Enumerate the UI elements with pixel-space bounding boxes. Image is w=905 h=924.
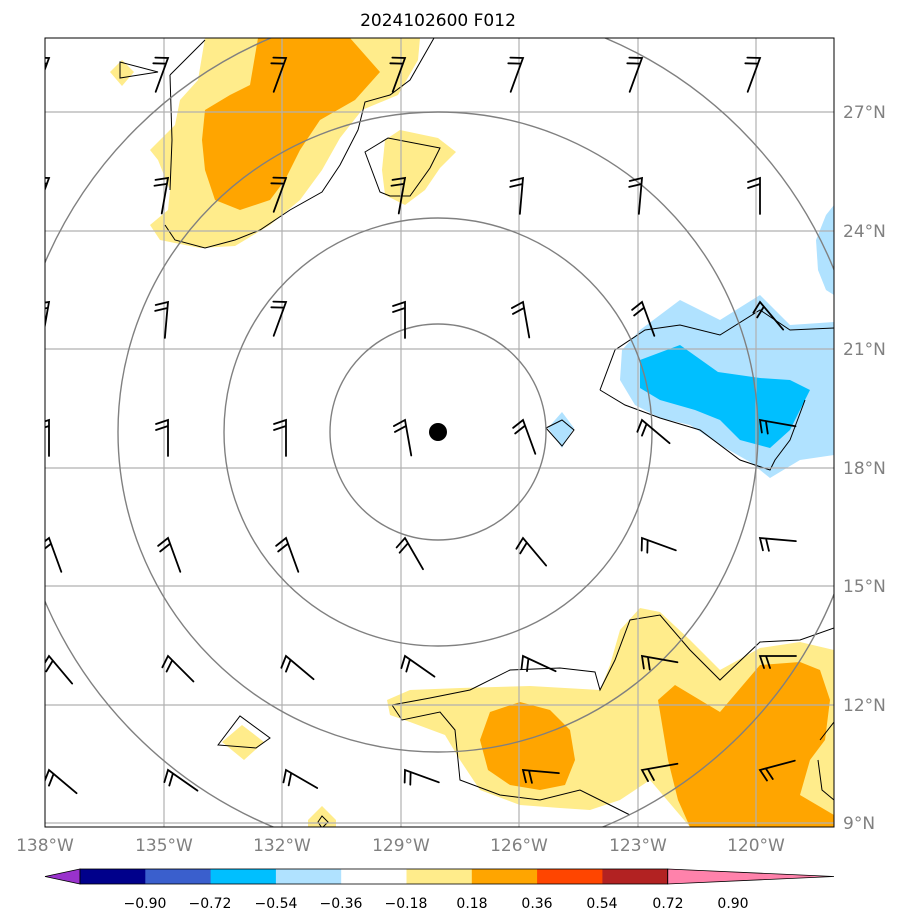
wind-barb [282, 768, 319, 789]
colorbar-tick-label: 0.18 [456, 896, 487, 912]
wind-barb [752, 300, 785, 331]
wind-barb [758, 536, 797, 552]
wind-barb [154, 300, 170, 339]
wind-barb [161, 654, 195, 683]
wind-barb [45, 654, 74, 685]
wind-barb [521, 768, 560, 784]
colorbar-segment [275, 869, 342, 884]
wind-barb [45, 418, 50, 457]
field-contours [119, 38, 834, 827]
colorbar-segment [210, 869, 277, 884]
wind-barb [628, 176, 644, 215]
wind-barb [45, 536, 63, 573]
colorbar-tick-label: −0.90 [124, 896, 167, 912]
wind-barb [631, 300, 656, 337]
map-panel [45, 38, 834, 827]
range-rings [45, 38, 834, 827]
wind-barb [636, 418, 671, 445]
colorbar-segment [602, 869, 669, 884]
colorbar-tick-label: 0.90 [717, 896, 748, 912]
lon-label: 129°W [372, 836, 430, 856]
colorbar-tick-label: −0.36 [320, 896, 363, 912]
lon-label: 120°W [727, 836, 785, 856]
colorbar [44, 868, 835, 885]
wind-barb [747, 176, 761, 215]
wind-barb [157, 536, 182, 573]
wind-barb [392, 300, 406, 339]
wind-barb [152, 56, 170, 93]
wind-barb [512, 418, 537, 455]
shaded-field [110, 38, 834, 827]
wind-barb [270, 300, 288, 337]
lon-label: 126°W [490, 836, 548, 856]
wind-barb [626, 56, 644, 93]
lat-label: 12°N [843, 696, 886, 716]
lat-label: 21°N [843, 340, 886, 360]
lat-label: 15°N [843, 577, 886, 597]
wind-barb [744, 56, 762, 93]
colorbar-extend-high [667, 868, 835, 885]
lat-label: 9°N [843, 814, 875, 834]
colorbar-segment [406, 869, 473, 884]
colorbar-segment [341, 869, 407, 884]
colorbar-segment [80, 869, 146, 884]
wind-barb [758, 418, 797, 435]
colorbar-tick-label: −0.72 [189, 896, 232, 912]
wind-barb [153, 176, 170, 215]
lon-label: 132°W [253, 836, 311, 856]
wind-barb [270, 176, 288, 213]
wind-barb [515, 536, 548, 567]
wind-barb [640, 762, 679, 783]
colorbar-extend-low [44, 868, 81, 885]
colorbar-tick-label: −0.18 [385, 896, 428, 912]
wind-barb [758, 655, 797, 669]
colorbar-segment [145, 869, 212, 884]
colorbar-segment [537, 869, 603, 884]
wind-barb [640, 536, 677, 554]
colorbar-segment [471, 869, 538, 884]
wind-barb [507, 56, 525, 93]
wind-barb [390, 176, 407, 215]
wind-barb [45, 300, 51, 330]
map-title: 2024102600 F012 [360, 11, 516, 31]
wind-barb [155, 418, 169, 457]
wind-barb [758, 759, 796, 782]
wind-barb [510, 300, 531, 339]
wind-barb [163, 768, 199, 792]
lon-label: 123°W [609, 836, 667, 856]
wind-barb [45, 56, 51, 72]
colorbar-labels: −0.90 −0.72 −0.54 −0.36 −0.18 0.18 0.36 … [124, 896, 749, 912]
wind-barb [389, 56, 407, 93]
wind-barb [400, 654, 436, 678]
wind-barb [640, 654, 679, 671]
longitude-labels: 138°W 135°W 132°W 129°W 126°W 123°W 120°… [16, 836, 785, 856]
lat-label: 27°N [843, 103, 886, 123]
lat-label: 24°N [843, 222, 886, 242]
colorbar-tick-label: 0.54 [586, 896, 617, 912]
lon-label: 135°W [135, 836, 193, 856]
wind-barb [45, 176, 51, 192]
wind-barb [509, 176, 525, 215]
lon-label: 138°W [16, 836, 74, 856]
colorbar-tick-label: −0.54 [255, 896, 298, 912]
wind-barb [403, 768, 440, 786]
wind-barb [270, 56, 288, 93]
wind-barb [45, 768, 78, 795]
wind-barb [520, 654, 557, 673]
latitude-labels: 27°N 24°N 21°N 18°N 15°N 12°N 9°N [843, 103, 886, 834]
wind-barb [395, 536, 424, 571]
colorbar-tick-label: 0.36 [521, 896, 552, 912]
wind-barb [275, 536, 300, 573]
storm-center-marker [429, 423, 447, 441]
lat-label: 18°N [843, 459, 886, 479]
wind-barb [273, 418, 287, 457]
colorbar-frame [79, 868, 669, 885]
colorbar-tick-label: 0.72 [652, 896, 683, 912]
wind-barb [280, 654, 315, 681]
wind-barbs [45, 56, 797, 795]
map-frame [44, 37, 835, 828]
wind-barb [392, 418, 413, 457]
